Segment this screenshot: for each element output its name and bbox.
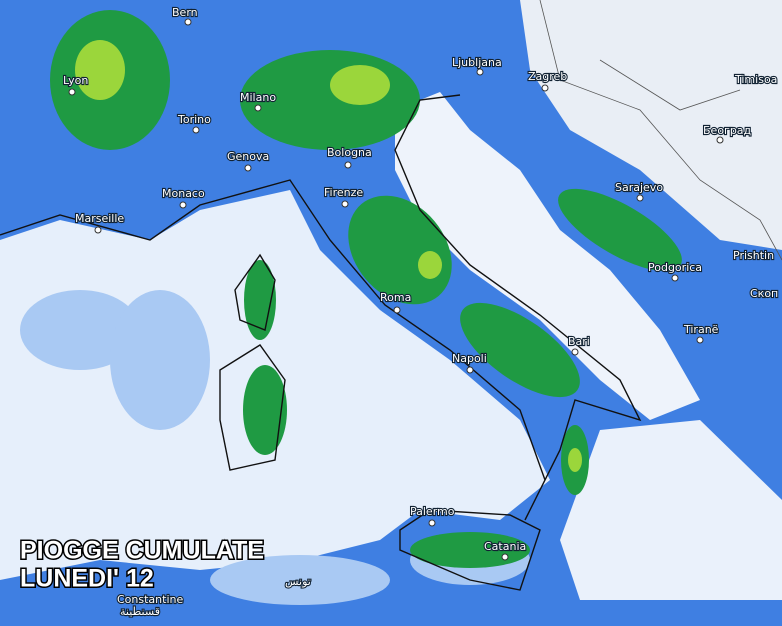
city: Napoli [452,352,487,365]
city-labels: Bern Lyon Milano Torino Genova Bologna M… [62,5,779,619]
city-dot [428,519,436,527]
dry-land [520,0,782,250]
city-dot [254,104,262,112]
borders [539,0,782,261]
city-dot [571,348,579,356]
city-dot [501,553,509,561]
city-dot [344,161,352,169]
city-dot [541,84,549,92]
city: Genova [227,150,269,163]
city: Catania [484,540,526,553]
islands [219,253,541,591]
city: Ljubljana [452,56,502,69]
city-dot [179,201,187,209]
city: Constantine [117,593,183,606]
city: Podgorica [648,261,702,274]
adriatic-dry [395,92,700,420]
city-dot [393,306,401,314]
city: Zagreb [528,70,567,83]
city: Monaco [162,187,205,200]
city: Marseille [75,212,124,225]
city: تونس [285,575,311,588]
city-dot [466,366,474,374]
city: Roma [380,291,411,304]
city-dot [476,68,484,76]
city-dot [184,18,192,26]
map-title: PIOGGE CUMULATE [20,537,264,565]
city: Bern [172,6,198,19]
city: Скоп [750,287,778,300]
ionian-dry [560,420,782,600]
city-dot [636,194,644,202]
coastline [0,94,642,521]
city: Prishtin [733,249,774,262]
map-subtitle: LUNEDI' 12 [20,565,154,593]
city: Palermo [410,505,455,518]
city: قسنطينة [120,605,160,618]
city-dot [341,200,349,208]
city-dot [68,88,76,96]
city-dot [94,226,102,234]
city: Torino [177,113,211,126]
city-dot [671,274,679,282]
city: Sarajevo [615,181,663,194]
city: Firenze [324,186,363,199]
city: Timisoa [734,73,777,86]
city-dot [716,136,724,144]
city-dot [192,126,200,134]
city-dot [696,336,704,344]
city: Bologna [327,146,372,159]
heavy-rain [75,40,582,472]
city: Tiranë [683,323,719,336]
city-dot [244,164,252,172]
city: Milano [240,91,276,104]
city: Bari [568,335,590,348]
city: Београд [703,124,752,137]
city: Lyon [63,74,88,87]
